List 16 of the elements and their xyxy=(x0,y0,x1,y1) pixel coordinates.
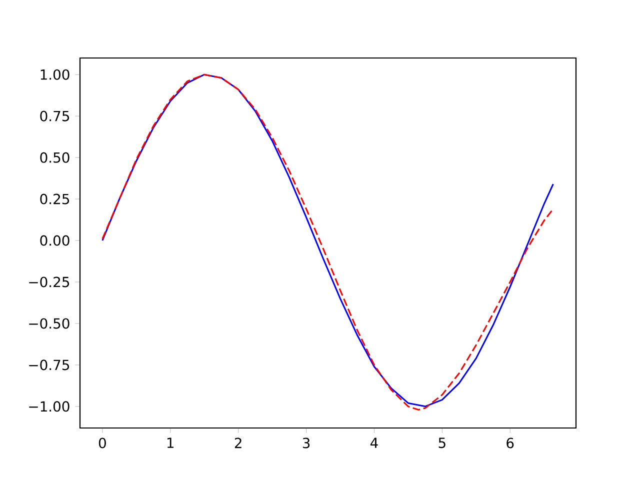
x-tick-label: 5 xyxy=(438,438,446,448)
x-tick-label: 3 xyxy=(302,438,310,448)
y-tick-label: −0.25 xyxy=(29,276,70,288)
y-tick-label: 0.00 xyxy=(40,235,70,246)
x-tick-label: 6 xyxy=(506,438,514,448)
y-tick-label: −0.75 xyxy=(29,360,70,370)
y-tick-label: 0.25 xyxy=(40,194,70,204)
x-tick-label: 1 xyxy=(167,438,174,448)
y-tick-label: 0.75 xyxy=(40,110,70,122)
y-tick-label: 0.50 xyxy=(40,152,70,163)
x-tick-label: 2 xyxy=(234,438,242,448)
y-tick-label: −0.50 xyxy=(29,318,70,329)
y-tick-label: 1.00 xyxy=(40,69,70,80)
x-tick-label: 4 xyxy=(370,438,378,448)
y-tick-label: −1.00 xyxy=(29,401,70,412)
x-tick-label: 0 xyxy=(98,438,106,448)
